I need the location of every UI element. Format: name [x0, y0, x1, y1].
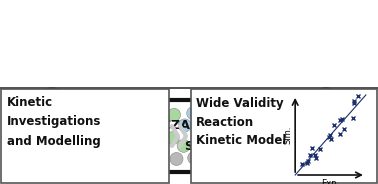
Text: Investigations: Investigations — [7, 116, 101, 128]
Circle shape — [249, 124, 262, 137]
Circle shape — [166, 132, 179, 145]
Text: Kinetic Model: Kinetic Model — [196, 135, 287, 148]
Circle shape — [222, 136, 235, 149]
Circle shape — [266, 141, 279, 154]
Circle shape — [128, 123, 141, 136]
Circle shape — [328, 117, 362, 151]
Text: CO: CO — [43, 100, 61, 112]
Circle shape — [263, 128, 276, 141]
Circle shape — [235, 126, 249, 139]
Circle shape — [105, 124, 119, 137]
Circle shape — [254, 108, 267, 121]
Circle shape — [115, 112, 128, 125]
Text: CZA  γ-Al₂O₃: CZA γ-Al₂O₃ — [162, 119, 248, 132]
Circle shape — [153, 145, 166, 158]
Circle shape — [240, 111, 253, 124]
Text: Wide Validity: Wide Validity — [196, 96, 284, 109]
Bar — [191, 89, 377, 183]
Circle shape — [35, 89, 69, 123]
Text: SiC: SiC — [184, 139, 206, 153]
Circle shape — [177, 139, 190, 152]
Circle shape — [13, 115, 51, 153]
Text: H₂: H₂ — [45, 155, 59, 169]
Circle shape — [188, 151, 201, 164]
Circle shape — [178, 119, 191, 132]
Circle shape — [136, 111, 149, 124]
Circle shape — [148, 122, 161, 135]
Text: Exp.: Exp. — [321, 179, 339, 184]
Circle shape — [266, 115, 279, 128]
Text: H₂O: H₂O — [333, 129, 356, 139]
Circle shape — [205, 146, 218, 159]
Text: CO₂: CO₂ — [22, 129, 42, 139]
Circle shape — [308, 144, 344, 180]
Circle shape — [211, 128, 224, 141]
Circle shape — [107, 148, 119, 161]
Circle shape — [309, 89, 343, 123]
Circle shape — [170, 153, 183, 165]
Text: DME: DME — [311, 100, 341, 112]
Text: MeOH: MeOH — [308, 157, 344, 167]
Bar — [1, 89, 169, 183]
Circle shape — [167, 108, 181, 121]
Circle shape — [117, 136, 130, 149]
Circle shape — [244, 143, 257, 156]
Text: Sim.: Sim. — [283, 126, 292, 144]
Circle shape — [187, 107, 200, 120]
Text: Kinetic: Kinetic — [7, 96, 53, 109]
Circle shape — [205, 110, 218, 123]
Circle shape — [136, 139, 149, 152]
FancyBboxPatch shape — [95, 100, 295, 172]
Circle shape — [123, 151, 136, 164]
Circle shape — [256, 151, 268, 164]
Circle shape — [223, 152, 236, 165]
Circle shape — [192, 127, 205, 140]
Circle shape — [138, 153, 151, 166]
Circle shape — [151, 108, 164, 121]
Text: and Modelling: and Modelling — [7, 135, 101, 148]
Circle shape — [35, 145, 69, 179]
Circle shape — [223, 119, 236, 132]
Text: Reaction: Reaction — [196, 116, 254, 128]
